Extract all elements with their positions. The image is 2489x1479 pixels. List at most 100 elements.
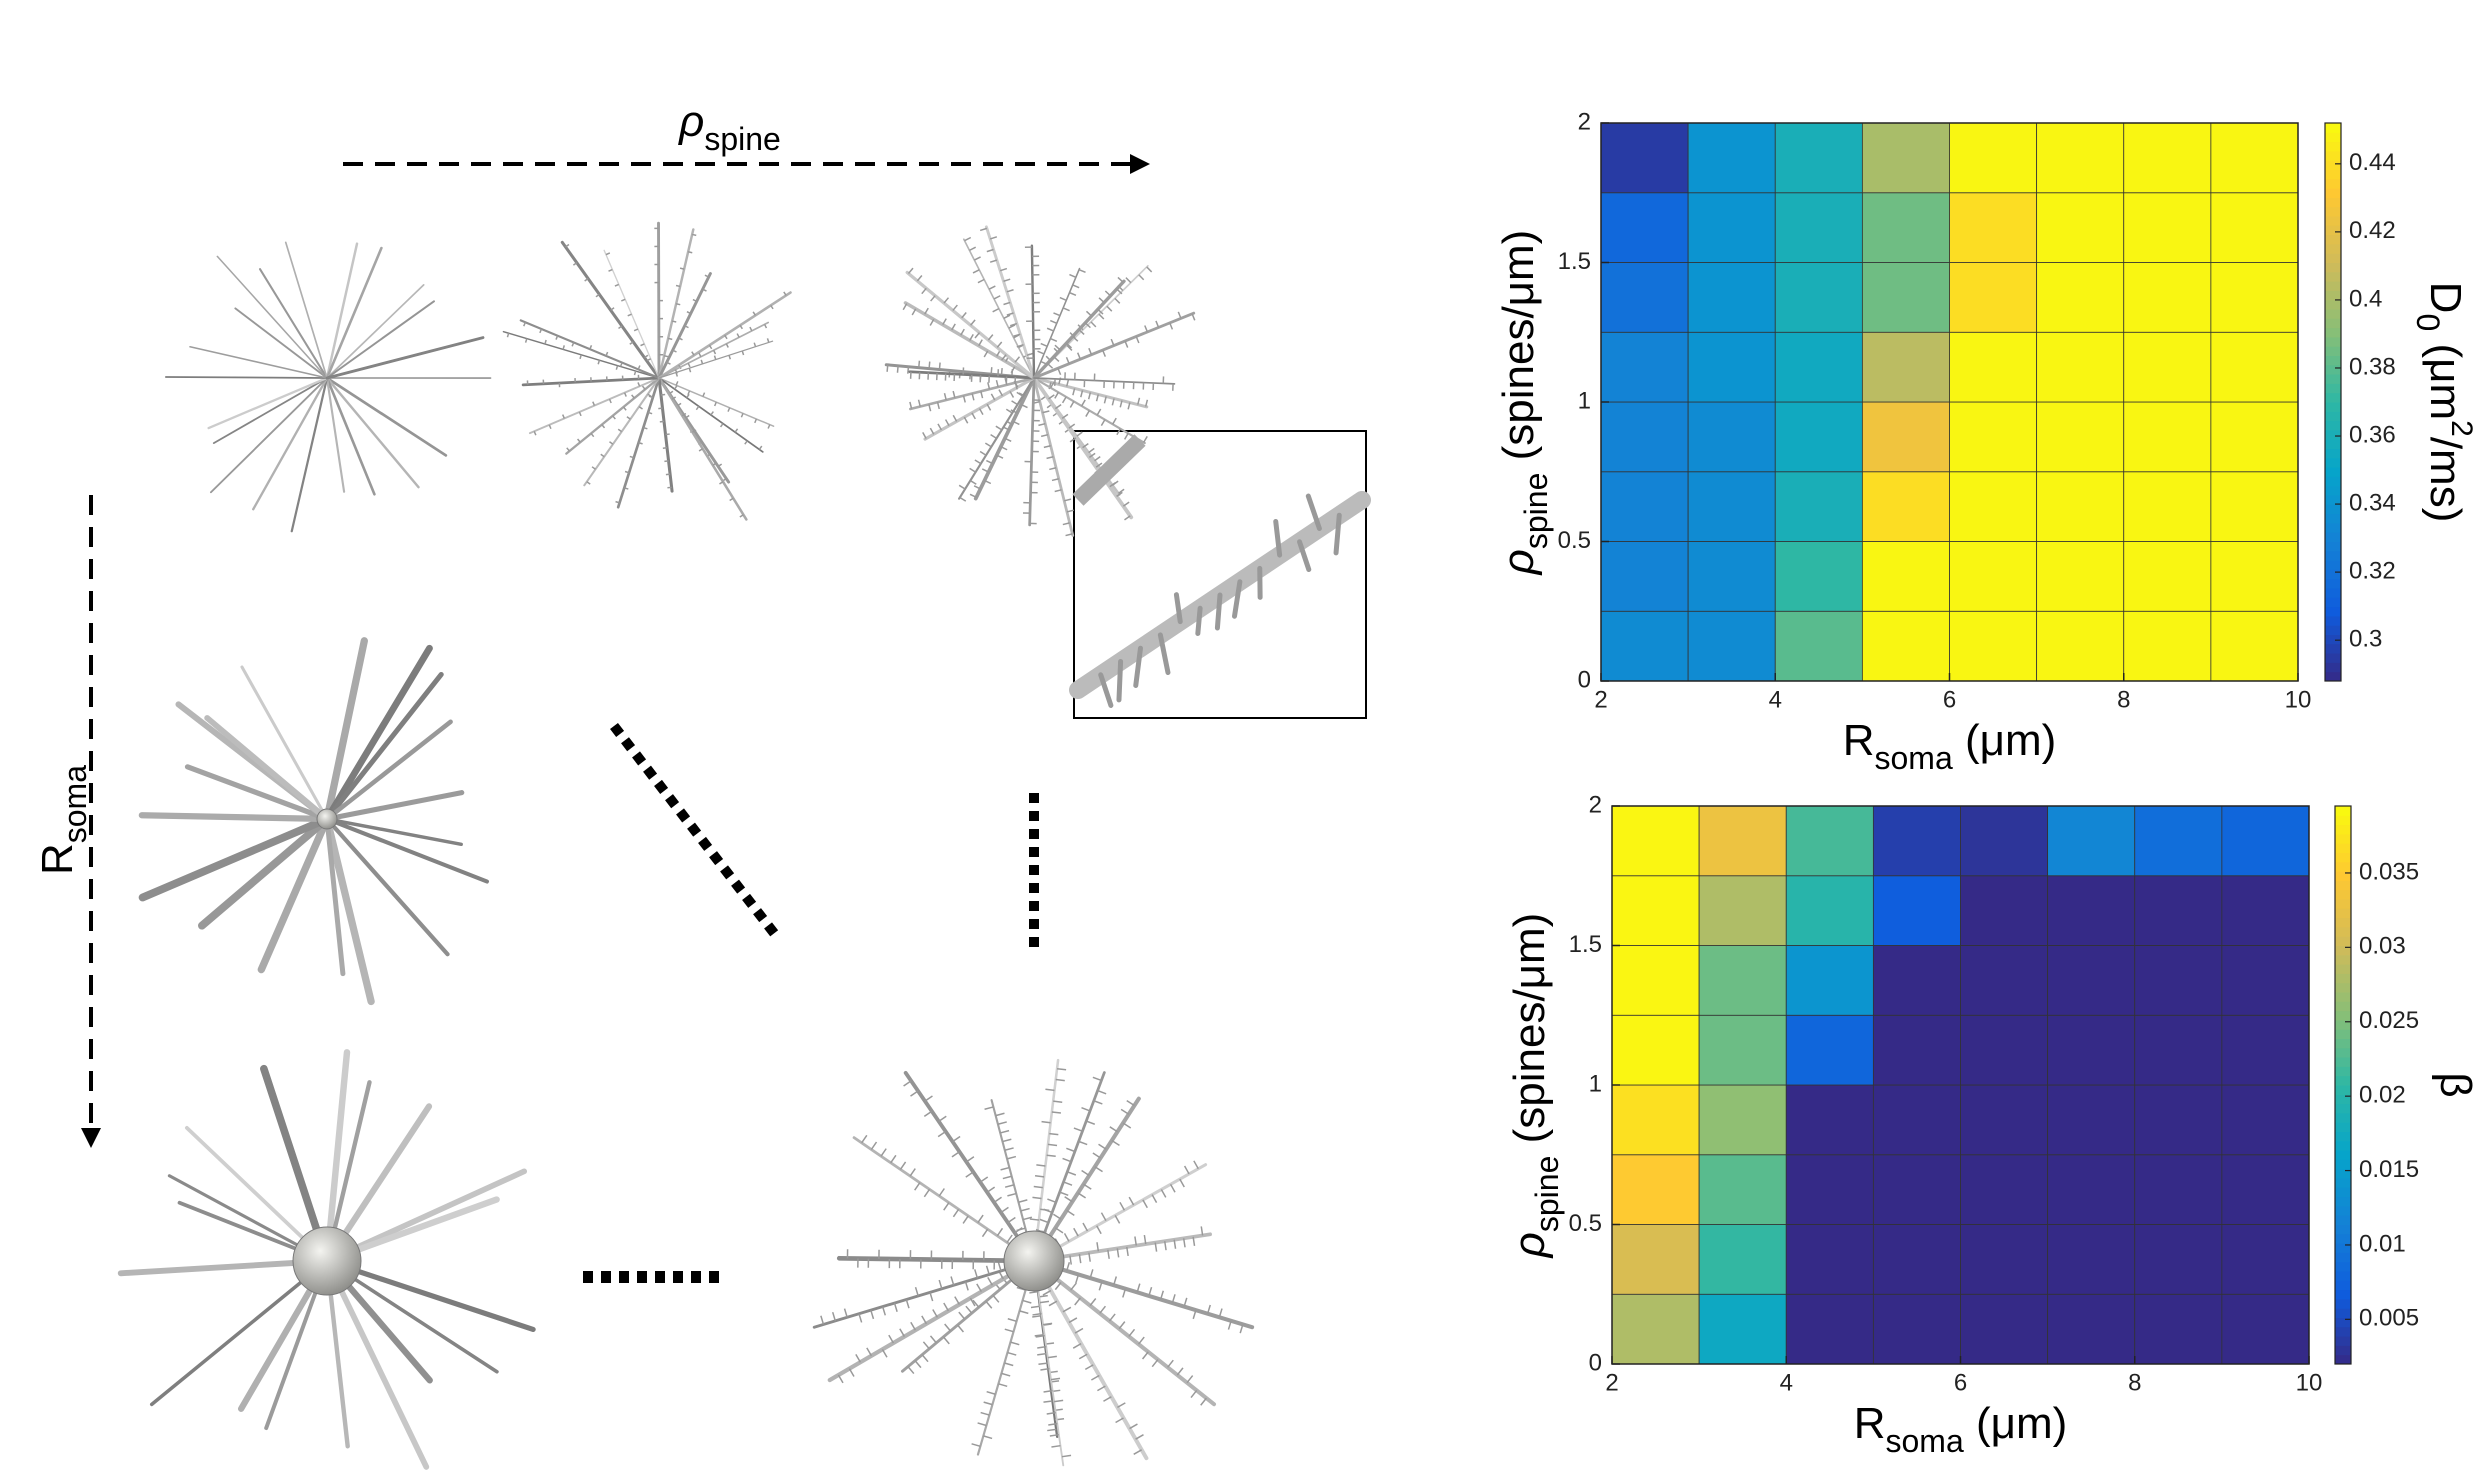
colorbar-step: [2335, 1187, 2351, 1198]
spine: [938, 1115, 947, 1122]
colorbar-step: [2325, 383, 2341, 394]
dendrite: [1033, 1260, 1065, 1467]
spine: [1043, 1389, 1053, 1393]
spine: [972, 269, 980, 274]
spine: [1041, 1120, 1051, 1124]
heatmap-cell: [1774, 122, 1863, 194]
colorbar-step: [2335, 1047, 2351, 1058]
heatmap-cell: [1774, 471, 1863, 542]
colorbar-step: [2335, 1243, 2351, 1253]
spine: [1034, 1333, 1044, 1337]
spine: [890, 1154, 897, 1164]
spine: [1057, 367, 1062, 376]
dendrite: [923, 376, 1036, 441]
heatmap-cell: [1600, 401, 1689, 473]
heatmap-cell: [1861, 192, 1950, 263]
heatmap-cell: [1611, 875, 1700, 946]
spine: [1333, 512, 1342, 556]
spine: [638, 406, 643, 410]
spine: [1054, 1227, 1064, 1234]
spine: [1157, 632, 1171, 676]
heatmap-cell: [2047, 1293, 2136, 1365]
spine: [1111, 1139, 1120, 1147]
spine: [704, 274, 710, 278]
colorbar-step: [2325, 234, 2341, 245]
spine: [1183, 1165, 1190, 1175]
y-tick-label: 1.5: [1558, 248, 1591, 275]
dendrite: [1031, 1258, 1255, 1330]
spine: [929, 427, 935, 435]
spine: [1190, 1389, 1198, 1399]
heatmap-cell: [2036, 192, 2125, 263]
spine: [667, 337, 673, 341]
spine: [1062, 522, 1070, 526]
spine: [698, 448, 704, 452]
colorbar-step: [2335, 1308, 2351, 1318]
spine: [866, 1347, 873, 1357]
heatmap-cell: [1960, 1154, 2049, 1225]
neuron: [117, 1049, 536, 1470]
colorbar-step: [2325, 262, 2341, 273]
colorbar-step: [2335, 1010, 2351, 1021]
spine: [831, 1311, 837, 1322]
spine: [980, 1411, 990, 1416]
colorbar-step: [2325, 150, 2341, 161]
spine: [766, 338, 770, 343]
spine: [1005, 408, 1013, 414]
dendrite: [325, 376, 448, 457]
spine: [586, 481, 591, 485]
spine: [1020, 1207, 1030, 1212]
heatmap-cell: [1861, 262, 1950, 333]
heatmap-cell: [1600, 541, 1689, 612]
heatmap-cell: [1960, 875, 2049, 946]
spine: [1231, 579, 1243, 619]
spine: [1069, 273, 1077, 278]
heatmap-cell: [1872, 1014, 1961, 1086]
spine: [1053, 312, 1061, 317]
heatmap-cell: [2047, 945, 2136, 1016]
spine: [1000, 1206, 1009, 1214]
colorbar-step: [2335, 852, 2351, 863]
spine: [1089, 1298, 1097, 1307]
spine: [929, 319, 935, 326]
spine: [1065, 379, 1070, 387]
spine: [987, 334, 994, 341]
spine: [608, 398, 612, 404]
spine: [1206, 1304, 1211, 1314]
spine: [633, 370, 637, 376]
spine: [943, 1202, 950, 1211]
y-tick-label: 0.5: [1558, 527, 1591, 554]
spine: [1008, 324, 1016, 329]
spine: [1179, 1178, 1185, 1188]
colorbar-step: [2335, 992, 2351, 1002]
heatmap-cell: [1949, 401, 2038, 473]
spine: [622, 406, 627, 411]
spine: [700, 359, 704, 365]
label-part: (spines/μm): [1505, 913, 1554, 1156]
spine: [1155, 320, 1160, 328]
x-tick-label: 2: [1605, 1369, 1618, 1396]
spine: [896, 365, 899, 373]
spine: [672, 349, 677, 353]
spine: [977, 278, 985, 284]
spine: [861, 1134, 868, 1144]
heatmap-cell: [2134, 1014, 2223, 1086]
colorbar-step: [2325, 439, 2341, 449]
colorbar-step: [2325, 364, 2341, 375]
spine: [1066, 1209, 1075, 1216]
heatmap-cell: [1949, 331, 2038, 403]
colorbar-step: [2325, 243, 2341, 254]
colorbar-step: [2325, 309, 2341, 319]
spine: [571, 342, 575, 347]
spine: [1013, 333, 1021, 337]
colorbar-step: [2335, 1317, 2351, 1328]
heatmap-cell: [1698, 945, 1787, 1016]
spine: [905, 1299, 910, 1309]
spine: [1061, 396, 1067, 404]
spine: [1082, 443, 1089, 449]
spine: [870, 1309, 875, 1320]
spine: [1016, 391, 1024, 397]
spine: [998, 1383, 1008, 1388]
dendrite: [324, 719, 453, 822]
spine: [899, 1328, 906, 1337]
